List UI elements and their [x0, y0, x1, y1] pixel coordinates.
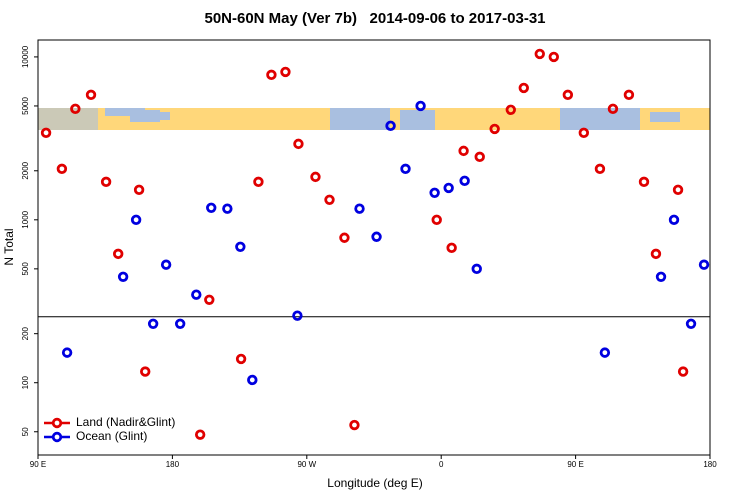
map-land — [560, 108, 640, 130]
x-tick-label: 90 E — [567, 460, 583, 469]
point — [112, 248, 124, 260]
point — [534, 48, 545, 60]
point — [446, 242, 457, 254]
y-tick-label: 5000 — [21, 97, 30, 115]
point — [415, 100, 426, 112]
point — [623, 89, 635, 101]
y-axis-label: N Total — [2, 228, 16, 265]
point — [599, 347, 611, 358]
point — [371, 231, 382, 242]
legend-label: Land (Nadir&Glint) — [76, 415, 175, 429]
y-tick-label: 500 — [21, 262, 30, 276]
point — [130, 214, 142, 226]
point — [578, 127, 590, 139]
x-tick-label: 0 — [439, 460, 444, 469]
point — [100, 176, 112, 188]
map-land — [150, 112, 170, 120]
x-tick-label: 90 E — [30, 460, 46, 469]
map-land — [650, 112, 680, 122]
legend-marker — [51, 431, 63, 443]
y-tick-label: 100 — [21, 376, 30, 390]
point — [324, 194, 335, 205]
point — [247, 374, 258, 386]
point — [293, 138, 304, 150]
map-land — [105, 108, 145, 116]
point — [474, 151, 485, 163]
point — [292, 310, 303, 321]
point — [206, 202, 217, 214]
point — [266, 69, 277, 81]
y-tick-label: 2000 — [21, 161, 30, 179]
point — [354, 203, 365, 214]
x-axis-label: Longitude (deg E) — [327, 476, 422, 490]
point — [655, 271, 667, 282]
point — [518, 82, 529, 94]
x-tick-label: 180 — [703, 460, 717, 469]
y-tick-label: 10000 — [21, 45, 30, 68]
y-tick-label: 1000 — [21, 210, 30, 228]
point — [310, 171, 321, 183]
point — [40, 127, 52, 139]
point — [638, 176, 650, 188]
point — [133, 184, 145, 196]
point — [562, 89, 574, 101]
point — [253, 176, 264, 188]
point — [235, 353, 247, 365]
point — [672, 184, 684, 196]
point — [685, 318, 697, 329]
y-tick-label: 200 — [21, 326, 30, 340]
point — [70, 103, 81, 115]
point — [147, 318, 159, 329]
point — [160, 259, 172, 270]
point — [505, 104, 516, 116]
point — [222, 203, 233, 214]
point — [459, 175, 470, 187]
point — [429, 187, 440, 198]
point — [349, 419, 360, 431]
point — [174, 318, 186, 329]
x-tick-label: 180 — [166, 460, 180, 469]
point — [400, 163, 411, 175]
chart-title: 50N-60N May (Ver 7b) 2014-09-06 to 2017-… — [204, 10, 545, 27]
point — [140, 366, 151, 377]
point — [650, 248, 662, 260]
map-ocean — [38, 108, 98, 130]
x-tick-label: 90 W — [297, 460, 316, 469]
point — [280, 66, 291, 78]
point — [548, 51, 559, 63]
point — [431, 214, 442, 226]
point — [458, 145, 469, 157]
point — [339, 232, 350, 243]
point — [668, 214, 680, 226]
point — [443, 182, 454, 194]
point — [117, 271, 129, 282]
point — [61, 347, 73, 358]
point — [204, 294, 215, 305]
point — [489, 123, 500, 135]
point — [471, 263, 482, 275]
plot-frame — [37, 39, 711, 456]
point — [85, 89, 97, 101]
legend-marker — [51, 417, 63, 429]
point — [607, 103, 619, 115]
point — [194, 429, 206, 440]
map-land — [330, 108, 390, 130]
point — [385, 120, 396, 132]
point — [56, 163, 68, 175]
point — [235, 241, 246, 252]
legend-label: Ocean (Glint) — [76, 429, 147, 443]
map-land — [400, 110, 435, 130]
point — [191, 289, 202, 300]
point — [698, 259, 710, 270]
point — [677, 366, 689, 377]
y-tick-label: 50 — [21, 427, 30, 436]
point — [594, 163, 606, 175]
